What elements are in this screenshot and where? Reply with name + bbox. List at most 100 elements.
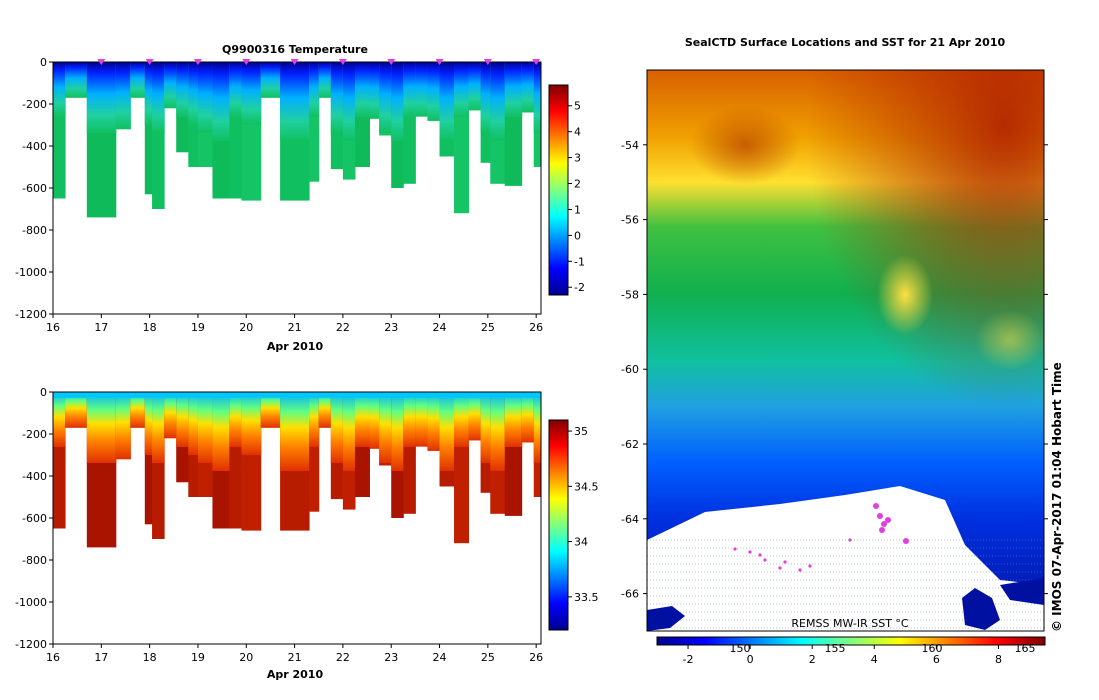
sst-ytick-label: -62 [621, 438, 639, 451]
salinity-surface-layer [87, 392, 116, 463]
temperature-surface-layer [343, 62, 356, 141]
temperature-surface-layer [319, 62, 332, 98]
temperature-surface-layer [403, 62, 416, 117]
salinity-ytick-label: -600 [22, 512, 47, 525]
sst-warm-northwest [690, 105, 800, 185]
temperature-colorbar-label: -1 [574, 255, 585, 268]
temperature-xtick-label: 21 [288, 321, 302, 334]
salinity-ytick-label: -1200 [15, 638, 47, 651]
temperature-xtick-label: 19 [191, 321, 205, 334]
temperature-surface-layer [534, 62, 542, 133]
salinity-surface-layer [415, 392, 428, 447]
salinity-surface-layer [391, 392, 404, 471]
salinity-surface-layer [331, 392, 344, 463]
salinity-ytick-label: 0 [40, 386, 47, 399]
temperature-profiles [53, 62, 542, 217]
salinity-xtick-label: 25 [481, 651, 495, 664]
sst-ytick-label: -54 [621, 139, 639, 152]
temperature-colorbar-label: 2 [574, 178, 581, 191]
salinity-xtick-label: 26 [529, 651, 543, 664]
salinity-x-axis: 16 17 18 19 20 21 22 23 24 25 26 [46, 644, 543, 664]
salinity-colorbar-label: 35 [574, 425, 588, 438]
temperature-surface-layer [415, 62, 428, 117]
salinity-ytick-label: -400 [22, 470, 47, 483]
temperature-surface-layer [481, 62, 491, 133]
temperature-colorbar-label: 3 [574, 152, 581, 165]
temperature-surface-layer [130, 62, 145, 98]
salinity-surface-layer [198, 392, 213, 463]
salinity-surface-layer [369, 392, 379, 449]
salinity-xtick-label: 24 [433, 651, 447, 664]
salinity-surface-layer [241, 392, 261, 455]
salinity-surface-layer [505, 392, 522, 447]
sst-warm-eddy [877, 255, 933, 335]
temperature-ytick-label: -800 [22, 224, 47, 237]
salinity-surface-layer [280, 392, 309, 471]
salinity-colorbar-label: 34 [574, 536, 588, 549]
salinity-section-panel: 0 -200 -400 -600 -800 -1000 -1200 16 17 18 19 20 21… [15, 386, 598, 681]
temperature-surface-layer [391, 62, 404, 141]
salinity-surface-layer [164, 392, 177, 438]
salinity-y-axis: 0-200-400-600-800-1000-1200 [15, 386, 53, 651]
seal-location-point [778, 566, 781, 569]
salinity-xtick-label: 21 [288, 651, 302, 664]
temperature-surface-layer [145, 62, 153, 125]
salinity-xtick-label: 18 [143, 651, 157, 664]
temperature-surface-layer [164, 62, 177, 108]
temperature-surface-layer [469, 62, 482, 110]
temperature-colorbar-label: 4 [574, 126, 581, 139]
temperature-surface-layer [229, 62, 242, 117]
seal-location-point [877, 513, 883, 519]
salinity-surface-layer [53, 392, 66, 447]
temperature-surface-layer [280, 62, 309, 141]
sst-map-title: SealCTD Surface Locations and SST for 21… [685, 36, 1006, 49]
salinity-xtick-label: 17 [94, 651, 108, 664]
seal-location-point [848, 538, 851, 541]
seal-location-point [798, 568, 801, 571]
salinity-surface-layer [145, 392, 153, 455]
sst-colorbar-label: 2 [809, 653, 816, 666]
sst-ytick-label: -58 [621, 288, 639, 301]
imos-credit: © IMOS 07-Apr-2017 01:04 Hobart Time [1050, 362, 1064, 632]
figure-canvas: Q9900316 Temperature 0-200-400-600-800-1… [0, 0, 1099, 700]
temperature-surface-layer [490, 62, 505, 141]
salinity-colorbar [549, 420, 568, 630]
temperature-ytick-label: -1000 [15, 266, 47, 279]
temperature-colorbar [549, 85, 568, 295]
salinity-surface-layer [490, 392, 505, 471]
sst-ytick-label: -66 [621, 588, 639, 601]
sst-source-label: REMSS MW-IR SST °C [791, 617, 909, 630]
salinity-surface-layer [534, 392, 542, 463]
temperature-xtick-label: 25 [481, 321, 495, 334]
salinity-ytick-label: -800 [22, 554, 47, 567]
temperature-surface-layer [427, 62, 440, 121]
sst-longitude-label: 150 [730, 642, 751, 655]
seal-location-point [885, 517, 891, 523]
salinity-xtick-label: 23 [384, 651, 398, 664]
salinity-surface-layer [176, 392, 189, 447]
temperature-title: Q9900316 Temperature [222, 43, 368, 56]
temperature-surface-layer [440, 62, 455, 141]
temperature-colorbar-label: 1 [574, 203, 581, 216]
seal-location-point [808, 564, 811, 567]
sst-colorbar-label: -2 [683, 653, 694, 666]
temperature-xtick-label: 18 [143, 321, 157, 334]
temperature-xtick-label: 16 [46, 321, 60, 334]
salinity-ytick-label: -1000 [15, 596, 47, 609]
temperature-surface-layer [241, 62, 261, 125]
salinity-surface-layer [481, 392, 491, 463]
sst-ytick-label: -56 [621, 214, 639, 227]
salinity-surface-layer [469, 392, 482, 440]
salinity-surface-layer [379, 392, 392, 463]
temperature-colorbar-label: 5 [574, 100, 581, 113]
salinity-colorbar-ticks: 35 34.5 34 33.5 [568, 425, 599, 604]
temperature-surface-layer [522, 62, 535, 112]
seal-location-point [873, 503, 879, 509]
temperature-surface-layer [309, 62, 319, 117]
temperature-colorbar-label: -2 [574, 281, 585, 294]
salinity-x-label: Apr 2010 [267, 668, 324, 681]
salinity-xtick-label: 16 [46, 651, 60, 664]
salinity-surface-layer [343, 392, 356, 471]
salinity-xtick-label: 19 [191, 651, 205, 664]
sst-colorbar [657, 637, 1045, 645]
